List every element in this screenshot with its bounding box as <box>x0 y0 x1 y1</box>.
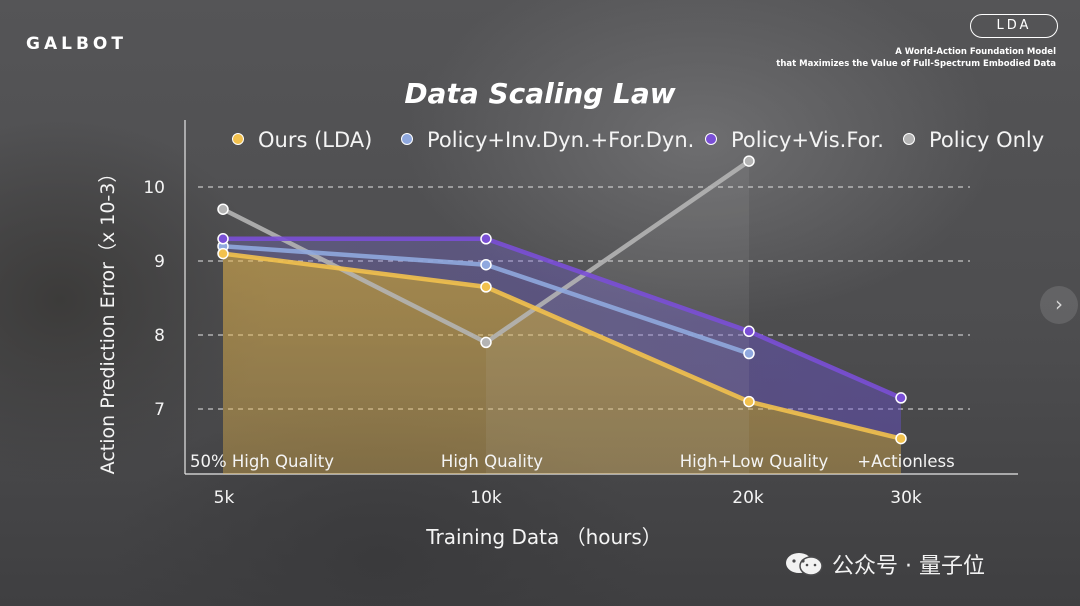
area-fill-policy-only <box>486 161 749 474</box>
legend-marker-2 <box>705 133 717 145</box>
data-point-3-2 <box>743 155 755 167</box>
y-tick-label-3: 10 <box>143 178 165 198</box>
wechat-icon <box>786 553 823 576</box>
x-tick-label-3: 30k <box>890 488 922 508</box>
data-point-2-0 <box>217 233 229 245</box>
next-slide-button[interactable]: › <box>1040 286 1078 324</box>
chart-title: Data Scaling Law <box>404 77 675 110</box>
tagline-line-1: A World-Action Foundation Model <box>895 47 1056 57</box>
data-point-1-1 <box>480 258 492 271</box>
tagline: A World-Action Foundation Model that Max… <box>776 46 1056 70</box>
data-point-0-0 <box>217 247 229 260</box>
x-tick-label-1: 10k <box>470 488 502 508</box>
data-point-1-2 <box>743 347 755 360</box>
legend-label-1: Policy+Inv.Dyn.+For.Dyn. <box>427 128 694 152</box>
series-line-0 <box>220 251 904 441</box>
area-fill-ours <box>223 253 901 474</box>
x-tick-label-2: 20k <box>732 488 764 508</box>
y-tick-label-1: 8 <box>154 326 165 346</box>
chevron-right-icon: › <box>1055 292 1063 316</box>
watermark: 公众号 · 量子位 <box>784 548 985 580</box>
brand-logo: GALBOT <box>26 34 127 54</box>
stage-label-3: +Actionless <box>857 452 954 471</box>
data-point-0-3 <box>895 432 907 445</box>
data-point-3-1 <box>480 336 492 349</box>
data-point-0-2 <box>743 395 755 408</box>
legend-marker-3 <box>903 133 915 145</box>
legend-marker-1 <box>401 133 413 145</box>
stage-label-0: 50% High Quality <box>190 452 334 471</box>
legend-label-2: Policy+Vis.For. <box>731 128 884 152</box>
area-band-vis-for <box>223 238 901 439</box>
watermark-text: 公众号 · 量子位 <box>832 554 985 579</box>
series-line-2 <box>220 236 904 401</box>
model-tag: LDA <box>970 14 1058 38</box>
tagline-line-2: that Maximizes the Value of Full-Spectru… <box>776 59 1056 69</box>
data-point-2-1 <box>480 233 492 245</box>
stage-label-2: High+Low Quality <box>680 452 829 471</box>
data-point-2-3 <box>895 392 907 404</box>
data-point-2-2 <box>743 325 755 338</box>
legend-label-0: Ours (LDA) <box>258 128 372 152</box>
y-tick-label-2: 9 <box>154 252 165 272</box>
data-point-3-0 <box>217 203 229 215</box>
y-axis-label: Action Prediction Error（x 10-3） <box>97 164 119 475</box>
x-axis-label: Training Data （hours） <box>425 525 662 549</box>
legend-label-3: Policy Only <box>929 128 1044 152</box>
x-tick-label-0: 5k <box>214 488 235 508</box>
y-tick-label-0: 7 <box>154 400 165 420</box>
stage-label-1: High Quality <box>441 452 543 471</box>
data-point-0-1 <box>480 281 492 293</box>
legend-marker-0 <box>232 133 244 145</box>
